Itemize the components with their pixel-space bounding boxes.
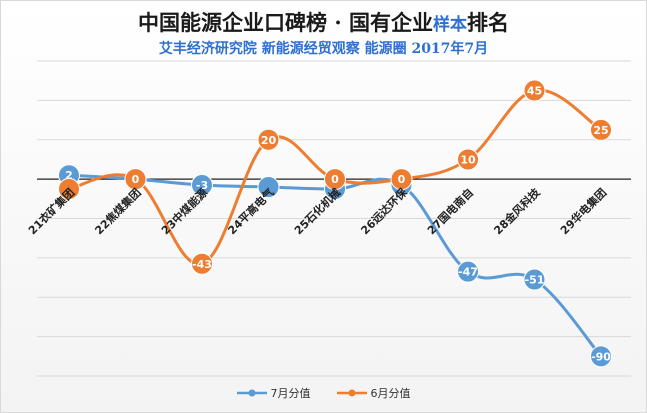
series-line-0 bbox=[68, 173, 603, 358]
chart-title-suffix: 排名 bbox=[466, 10, 509, 35]
data-label: 0 bbox=[132, 173, 140, 186]
legend: 7月分值 6月分值 bbox=[1, 385, 646, 401]
data-point-1 bbox=[191, 252, 213, 275]
chart-subtitle: 艾丰经济研究院 新能源经贸观察 能源圈 2017年7月 bbox=[158, 41, 489, 57]
data-label: 0 bbox=[331, 173, 339, 186]
data-label: -90 bbox=[591, 350, 611, 363]
data-label: 45 bbox=[527, 85, 542, 98]
data-point-0 bbox=[257, 176, 280, 198]
x-tick-label: 21衣矿集团 bbox=[25, 185, 77, 237]
data-point-1 bbox=[590, 118, 612, 141]
legend-swatch-june bbox=[336, 389, 367, 397]
data-label: -47 bbox=[458, 266, 478, 279]
legend-label-june: 6月分值 bbox=[370, 387, 411, 400]
data-point-0 bbox=[191, 174, 213, 197]
legend-item-july: 7月分值 bbox=[236, 385, 311, 401]
x-tick-label: 28金风科技 bbox=[491, 185, 544, 238]
data-point-1 bbox=[124, 168, 147, 191]
data-point-0 bbox=[523, 268, 546, 291]
data-label: 2 bbox=[65, 169, 73, 182]
data-point-1 bbox=[257, 128, 280, 151]
x-tick-label: 29华电集团 bbox=[557, 185, 609, 237]
data-point-1 bbox=[324, 168, 346, 191]
data-label: -43 bbox=[192, 258, 212, 271]
data-label: 20 bbox=[261, 134, 277, 147]
x-tick-label: 27国电南自 bbox=[424, 185, 476, 237]
data-point-0 bbox=[590, 345, 612, 368]
x-tick-label: 25石化机械 bbox=[291, 185, 343, 237]
data-label: -3 bbox=[196, 179, 208, 192]
data-point-1 bbox=[523, 79, 546, 102]
legend-swatch-july bbox=[236, 389, 267, 397]
x-tick-label: 26远达环保 bbox=[358, 185, 411, 238]
chart-title-highlight: 样本 bbox=[432, 15, 467, 35]
data-point-1 bbox=[457, 148, 479, 171]
data-label: 0 bbox=[398, 173, 406, 186]
x-tick-label: 22焦煤集团 bbox=[92, 185, 144, 237]
data-label: 10 bbox=[460, 153, 476, 166]
data-label: 25 bbox=[593, 124, 608, 137]
series-line-1 bbox=[68, 88, 602, 266]
legend-label-july: 7月分值 bbox=[270, 387, 311, 400]
chart-title-main: 中国能源企业口碑榜 · 国有企业 bbox=[138, 10, 433, 35]
data-point-1 bbox=[58, 177, 80, 200]
chart-title: 中国能源企业口碑榜 · 国有企业样本排名 bbox=[1, 7, 646, 37]
legend-item-june: 6月分值 bbox=[336, 385, 411, 401]
data-point-0 bbox=[457, 260, 479, 283]
x-tick-label: 23中煤能源 bbox=[158, 185, 210, 237]
data-label: -51 bbox=[525, 274, 545, 287]
data-point-1 bbox=[390, 168, 413, 191]
